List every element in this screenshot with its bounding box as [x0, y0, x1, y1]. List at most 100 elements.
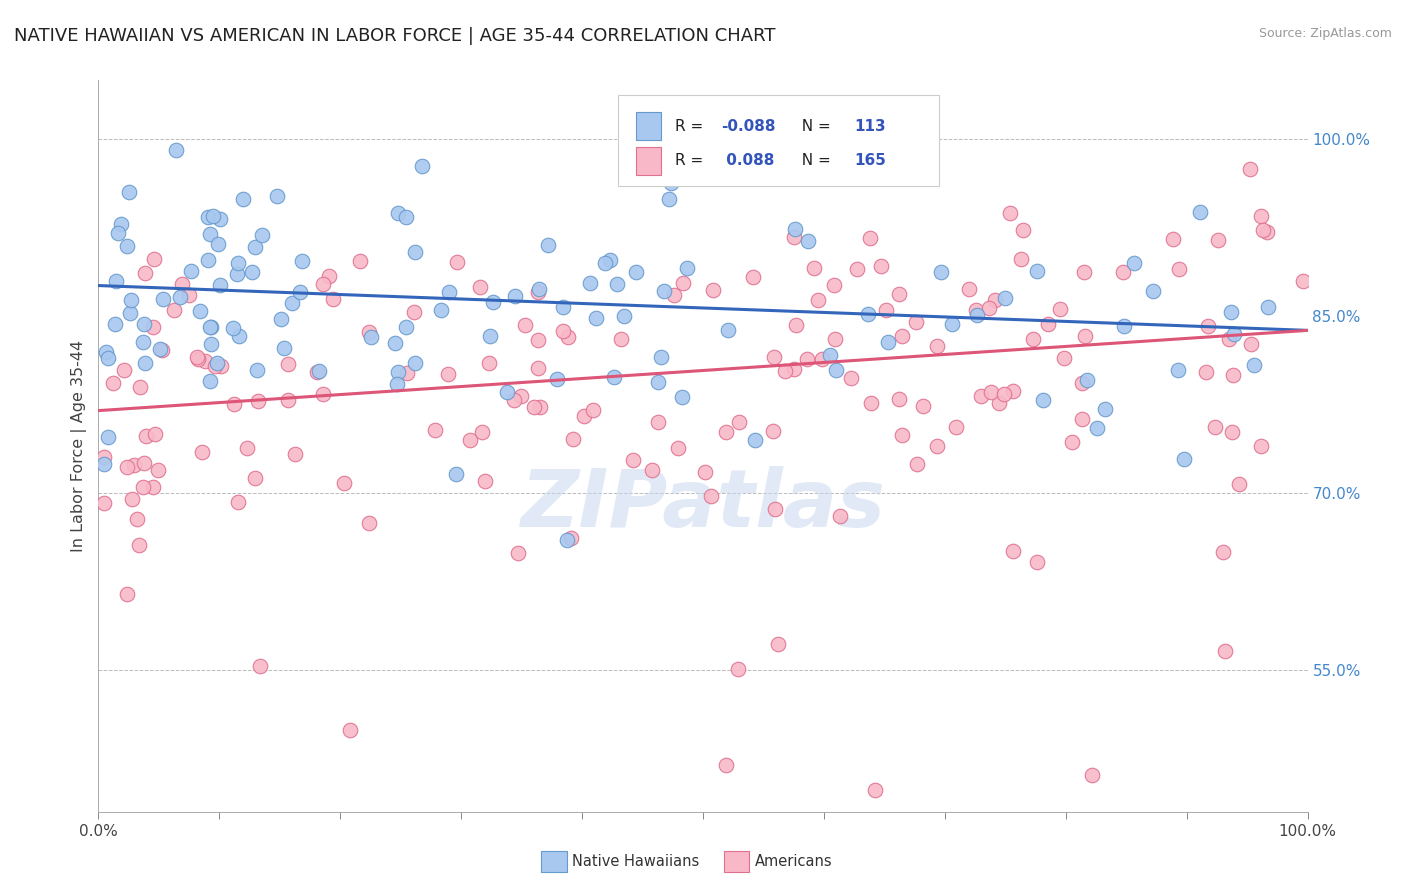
Point: [1142, 284, 1164, 298]
Point: [169, 290, 191, 304]
Point: [574, 409, 596, 424]
Point: [553, 301, 575, 315]
Text: ZIPatlas: ZIPatlas: [520, 466, 886, 543]
Point: [134, 356, 156, 370]
Point: [312, 387, 335, 401]
Point: [887, 287, 910, 301]
Point: [824, 332, 846, 346]
Point: [333, 475, 356, 490]
Point: [446, 255, 468, 269]
Point: [762, 424, 785, 438]
Point: [807, 293, 830, 308]
Point: [135, 429, 157, 443]
Point: [226, 495, 249, 509]
Point: [93, 457, 115, 471]
Point: [243, 240, 266, 254]
Point: [1222, 425, 1244, 439]
Point: [128, 380, 150, 394]
Point: [613, 309, 636, 323]
Point: [349, 254, 371, 268]
Point: [222, 321, 245, 335]
Point: [876, 335, 898, 350]
Point: [246, 363, 269, 377]
Point: [658, 192, 681, 206]
Point: [925, 339, 948, 353]
Point: [246, 394, 269, 409]
Point: [912, 399, 935, 413]
Point: [190, 304, 212, 318]
Point: [1240, 337, 1263, 351]
Point: [803, 261, 825, 276]
Point: [945, 419, 967, 434]
Point: [118, 186, 141, 200]
Point: [1000, 206, 1022, 220]
Point: [652, 284, 675, 298]
Point: [495, 385, 517, 400]
Point: [513, 318, 536, 332]
Point: [773, 364, 796, 378]
Point: [599, 253, 621, 268]
Point: [762, 350, 785, 364]
Point: [1218, 332, 1240, 346]
Point: [561, 432, 583, 446]
Point: [1049, 302, 1071, 317]
Point: [128, 538, 150, 552]
Point: [1167, 262, 1189, 277]
Point: [468, 279, 491, 293]
Point: [404, 245, 426, 260]
Point: [582, 402, 605, 417]
Point: [277, 392, 299, 407]
Point: [783, 362, 806, 376]
Point: [1256, 225, 1278, 239]
Point: [312, 277, 335, 292]
Point: [208, 278, 231, 293]
Point: [200, 374, 222, 388]
Point: [197, 210, 219, 224]
Point: [1222, 368, 1244, 382]
Point: [823, 278, 845, 293]
Point: [187, 351, 209, 366]
Point: [200, 320, 222, 334]
Text: 113: 113: [855, 119, 886, 134]
Point: [957, 282, 980, 296]
Point: [1022, 332, 1045, 346]
Text: Native Hawaiians: Native Hawaiians: [572, 855, 700, 869]
Point: [120, 293, 142, 307]
Point: [766, 637, 789, 651]
Point: [785, 318, 807, 332]
Point: [1085, 421, 1108, 435]
Point: [537, 237, 560, 252]
Point: [384, 336, 406, 351]
Point: [557, 330, 579, 344]
Text: NATIVE HAWAIIAN VS AMERICAN IN LABOR FORCE | AGE 35-44 CORRELATION CHART: NATIVE HAWAIIAN VS AMERICAN IN LABOR FOR…: [14, 27, 776, 45]
Point: [647, 415, 669, 429]
Point: [1025, 264, 1047, 278]
Point: [117, 586, 139, 600]
Point: [509, 389, 531, 403]
Point: [859, 396, 882, 410]
Point: [527, 285, 550, 299]
Point: [965, 302, 987, 317]
Point: [1251, 223, 1274, 237]
Point: [742, 269, 765, 284]
Y-axis label: In Labor Force | Age 35-44: In Labor Force | Age 35-44: [72, 340, 87, 552]
Point: [97, 351, 120, 365]
Point: [890, 329, 912, 343]
Point: [387, 206, 409, 220]
Text: Americans: Americans: [755, 855, 832, 869]
Point: [291, 254, 314, 268]
Point: [112, 363, 135, 377]
Point: [209, 359, 232, 374]
Point: [593, 255, 616, 269]
Point: [1161, 232, 1184, 246]
Text: N =: N =: [793, 119, 837, 134]
FancyBboxPatch shape: [619, 95, 939, 186]
Point: [1204, 420, 1226, 434]
Point: [662, 287, 685, 301]
Point: [966, 308, 988, 322]
Point: [1076, 374, 1098, 388]
Point: [444, 467, 467, 482]
Point: [232, 192, 254, 206]
Point: [1257, 300, 1279, 314]
Point: [96, 344, 118, 359]
